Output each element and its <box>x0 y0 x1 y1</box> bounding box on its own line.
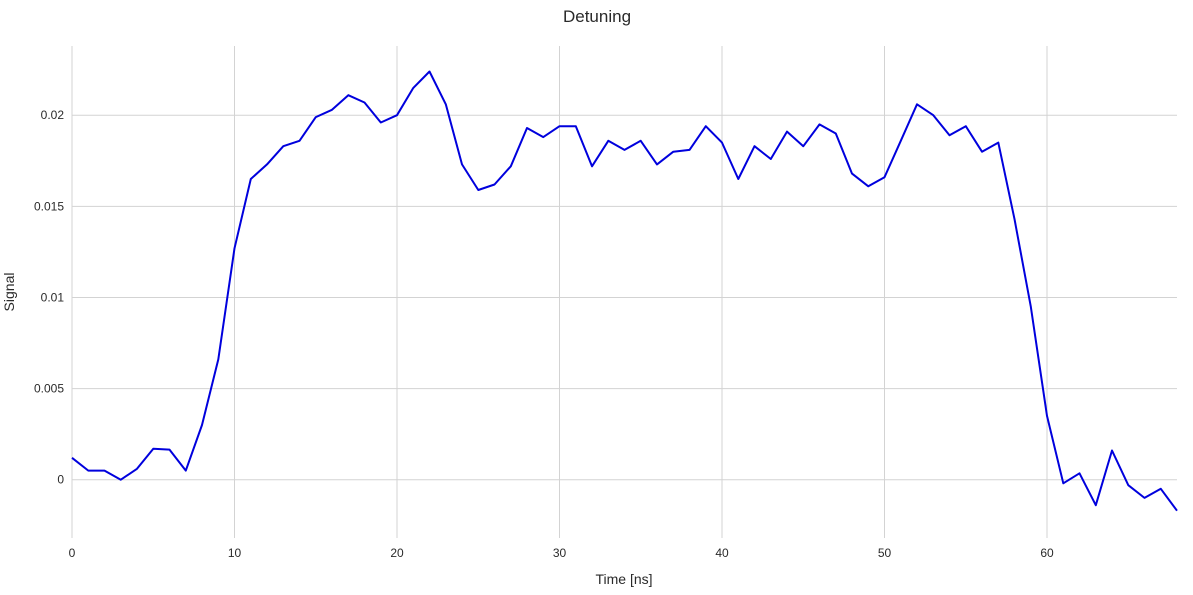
y-tick-label: 0.015 <box>34 199 64 213</box>
series-layer <box>71 70 1178 512</box>
x-tick-label: 60 <box>1040 546 1054 560</box>
series-line <box>71 70 1178 512</box>
y-axis-label: Signal <box>1 273 17 312</box>
x-tick-label: 10 <box>228 546 242 560</box>
x-axis-label: Time [ns] <box>595 571 652 587</box>
y-tick-labels: 0 0.005 0.01 0.015 0.02 <box>34 108 64 486</box>
x-tick-label: 0 <box>69 546 76 560</box>
chart-title: Detuning <box>563 7 631 26</box>
y-tick-label: 0.01 <box>41 290 65 304</box>
y-tick-label: 0.02 <box>41 108 65 122</box>
x-tick-labels: 0 10 20 30 40 50 60 <box>69 546 1054 560</box>
y-tick-label: 0.005 <box>34 382 64 396</box>
y-tick-label: 0 <box>57 473 64 487</box>
y-gridlines <box>72 114 1177 481</box>
x-tick-label: 40 <box>715 546 729 560</box>
x-tick-label: 50 <box>878 546 892 560</box>
x-gridlines <box>71 46 1048 538</box>
x-tick-label: 30 <box>553 546 567 560</box>
x-tick-label: 20 <box>390 546 404 560</box>
